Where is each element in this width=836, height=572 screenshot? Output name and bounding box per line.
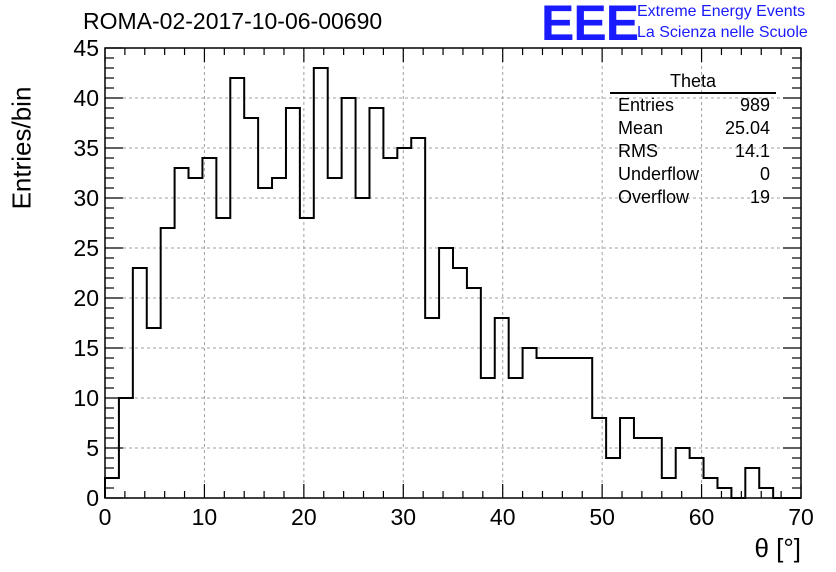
chart-title: ROMA-02-2017-10-06-00690 — [83, 8, 383, 34]
x-tick-label: 10 — [192, 504, 218, 530]
stats-key: Mean — [618, 118, 664, 138]
y-axis-label-wrap: Entries/bin — [2, 87, 42, 210]
y-tick-label: 5 — [86, 435, 99, 461]
y-axis-label: Entries/bin — [6, 86, 37, 210]
x-tick-label: 50 — [589, 504, 615, 530]
y-tick-label: 10 — [73, 385, 99, 411]
y-tick-label: 20 — [73, 285, 99, 311]
x-tick-label: 70 — [788, 504, 814, 530]
stats-value: 19 — [749, 187, 770, 207]
y-tick-label: 45 — [73, 35, 99, 61]
stats-row-mean: Mean 25.04 — [610, 117, 776, 140]
stats-row-overflow: Overflow 19 — [610, 186, 776, 209]
stats-row-underflow: Underflow 0 — [610, 163, 776, 186]
y-tick-label: 35 — [73, 135, 99, 161]
stats-key: Underflow — [618, 164, 700, 184]
x-tick-label: 60 — [689, 504, 715, 530]
stats-key: RMS — [618, 141, 658, 161]
x-tick-label: 20 — [291, 504, 317, 530]
y-tick-label: 40 — [73, 85, 99, 111]
stats-title: Theta — [610, 70, 776, 94]
stats-row-rms: RMS 14.1 — [610, 140, 776, 163]
stats-value: 0 — [759, 164, 770, 184]
tick-labels: 0 10 20 30 40 50 60 70 0 5 10 15 20 25 30 35 40 45 — [73, 35, 813, 530]
y-tick-label: 30 — [73, 185, 99, 211]
logo-line-2: La Scienza nelle Scuole — [637, 24, 808, 41]
y-tick-label: 15 — [73, 335, 99, 361]
x-tick-label: 40 — [490, 504, 516, 530]
stats-value: 989 — [739, 95, 770, 115]
plot-frame — [104, 47, 802, 499]
x-axis-label: θ [°] — [754, 533, 801, 563]
stats-key: Overflow — [618, 187, 690, 207]
logo-line-1: Extreme Energy Events — [637, 3, 806, 20]
grid-lines — [105, 48, 801, 498]
y-tick-label: 0 — [86, 485, 99, 511]
x-tick-label: 0 — [99, 504, 112, 530]
x-tick-label: 30 — [390, 504, 416, 530]
y-tick-label: 25 — [73, 235, 99, 261]
eee-logo: EEE — [541, 0, 639, 51]
stats-key: Entries — [618, 95, 675, 115]
stats-value: 25.04 — [724, 118, 770, 138]
stats-value: 14.1 — [734, 141, 770, 161]
stats-row-entries: Entries 989 — [610, 94, 776, 117]
stats-box: Theta Entries 989 Mean 25.04 RMS 14.1 Un… — [610, 70, 776, 209]
